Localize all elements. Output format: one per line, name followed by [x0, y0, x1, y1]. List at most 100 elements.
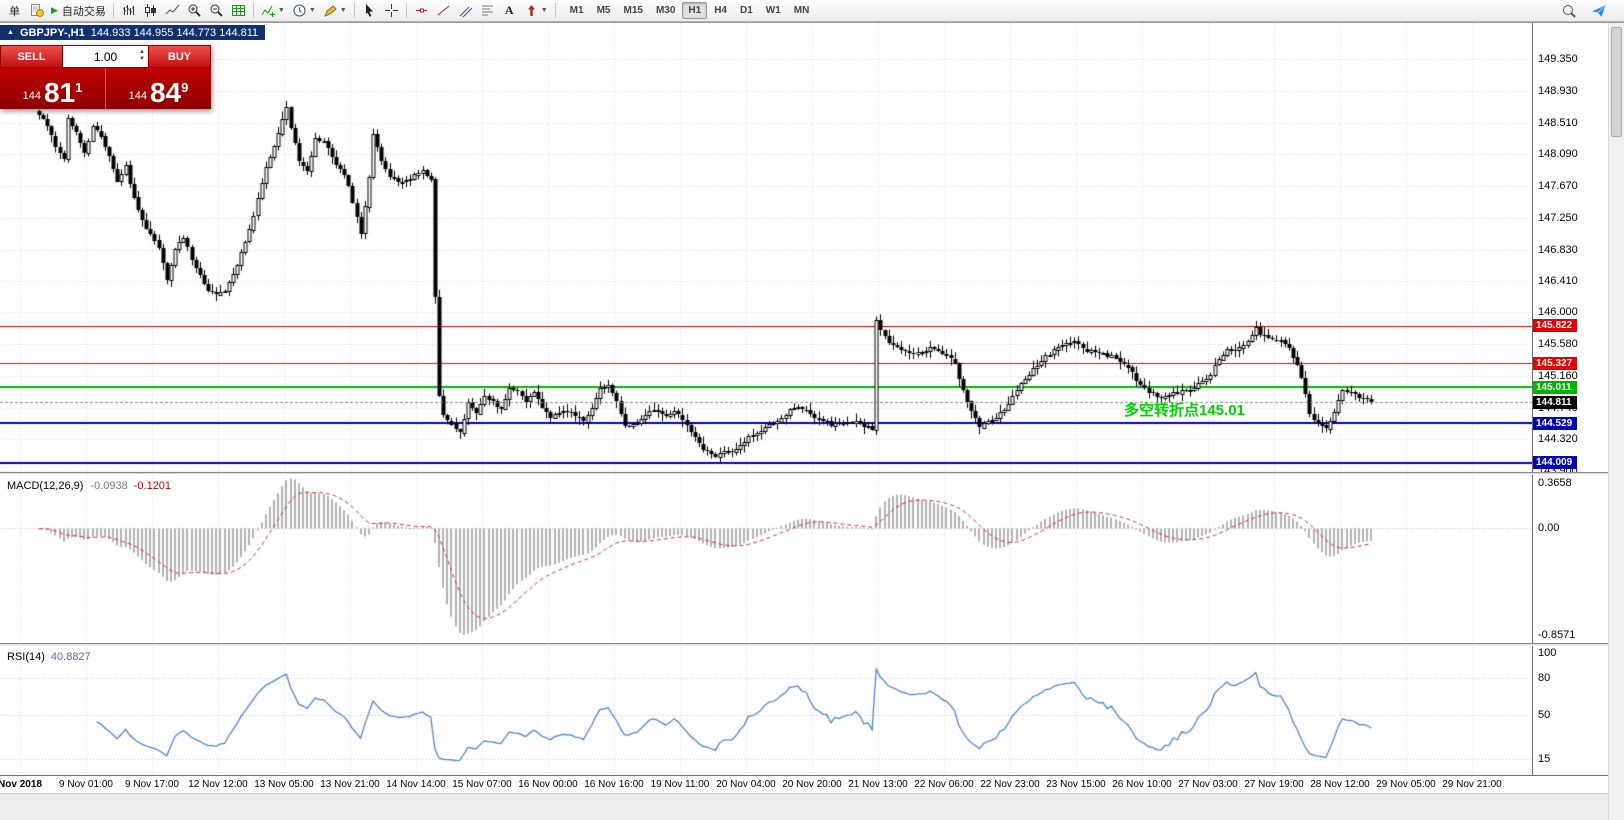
toolbar-separator: [353, 3, 355, 18]
toolbar-separator: [112, 3, 114, 18]
buy-price-main: 84: [149, 77, 182, 108]
buy-price-display[interactable]: 144 84 9: [106, 68, 211, 109]
channel-tool[interactable]: [455, 1, 476, 21]
time-axis-label: 19 Nov 11:00: [650, 779, 710, 790]
trendline-tool[interactable]: [433, 1, 454, 21]
zoom-out-button[interactable]: [206, 1, 227, 21]
auto-trading-button[interactable]: ▶ 自动交易: [48, 1, 109, 21]
rsi-panel-canvas[interactable]: [0, 646, 1532, 775]
time-axis-label: 29 Nov 21:00: [1442, 779, 1502, 790]
price-axis-tick: 147.670: [1538, 180, 1578, 192]
timeframe-m15[interactable]: M15: [623, 5, 643, 16]
toolbar-separator: [554, 3, 556, 18]
price-axis-tick: 145.160: [1538, 369, 1578, 382]
price-line-label: 145.822: [1533, 319, 1577, 333]
price-axis-tick: 144.320: [1538, 433, 1578, 446]
time-axis-label: 9 Nov 01:00: [59, 779, 113, 790]
window-triangle-icon: ▲: [7, 29, 14, 36]
zoom-in-button[interactable]: [184, 1, 205, 21]
vertical-scrollbar[interactable]: [1608, 23, 1624, 820]
sell-price-display[interactable]: 144 81 1: [0, 68, 106, 109]
buy-button[interactable]: BUY: [148, 45, 211, 68]
price-line-label: 144.009: [1533, 456, 1577, 470]
line-chart-button[interactable]: [162, 1, 183, 21]
sell-button[interactable]: SELL: [0, 45, 63, 68]
menu-label[interactable]: 单: [9, 5, 20, 18]
timeframe-w1[interactable]: W1: [765, 5, 781, 16]
time-axis-label: 22 Nov 06:00: [914, 779, 974, 790]
candlestick-chart-button[interactable]: [140, 1, 161, 21]
rsi-axis-tick: 80: [1538, 671, 1551, 684]
toolbar-separator: [252, 3, 254, 18]
spinner-up-icon[interactable]: ▲: [139, 49, 145, 55]
crosshair-icon: [384, 4, 398, 17]
macd-value-2: -0.1201: [133, 480, 172, 492]
volume-value: 1.00: [93, 49, 118, 64]
rsi-label: RSI(14): [7, 651, 45, 663]
timeframe-mn[interactable]: MN: [793, 5, 810, 16]
arrow-stamp-icon: [527, 5, 535, 16]
channel-icon: [459, 6, 473, 18]
macd-axis-tick: -0.8571: [1538, 629, 1576, 641]
horizontal-line-tool[interactable]: [411, 1, 432, 21]
tile-windows-icon: [231, 5, 245, 16]
price-chart-canvas[interactable]: [0, 23, 1532, 472]
fibonacci-icon: [481, 5, 493, 16]
timeframe-toolbar: M1 M5 M15 M30 H1 H4 D1 W1 MN: [564, 2, 816, 19]
chevron-down-icon: ▼: [339, 7, 347, 14]
panel-divider[interactable]: [0, 643, 1608, 646]
timeframe-m30[interactable]: M30: [655, 5, 676, 16]
price-axis-tick: 145.580: [1538, 338, 1578, 350]
price-axis-tick: 146.830: [1538, 243, 1578, 256]
search-button[interactable]: [1558, 1, 1580, 21]
price-axis[interactable]: 149.350 148.930 148.510 148.090 147.670 147.2…: [1532, 23, 1608, 793]
indicators-button[interactable]: ▼: [258, 1, 288, 21]
tile-windows-button[interactable]: [228, 1, 249, 21]
timeframe-h4[interactable]: H4: [714, 5, 727, 16]
bar-chart-icon: [122, 5, 134, 15]
templates-button[interactable]: ▼: [320, 1, 350, 21]
buy-price-pip: 9: [181, 80, 189, 95]
time-axis-label: 20 Nov 04:00: [716, 779, 776, 790]
text-tool[interactable]: A: [499, 1, 520, 21]
time-axis-label: 13 Nov 05:00: [254, 779, 314, 790]
one-click-trading-panel: SELL 1.00 ▲ ▼ BUY 144 81 1 144 84 9: [0, 45, 211, 109]
toolbar-separator: [405, 3, 407, 18]
time-axis-label: 23 Nov 15:00: [1046, 779, 1106, 790]
timeframe-d1[interactable]: D1: [739, 5, 753, 16]
timeframe-m5[interactable]: M5: [596, 5, 611, 16]
volume-input[interactable]: 1.00 ▲ ▼: [63, 45, 148, 68]
spinner-down-icon[interactable]: ▼: [139, 56, 145, 62]
volume-spinner[interactable]: ▲ ▼: [139, 49, 145, 62]
time-axis-label: 13 Nov 21:00: [320, 779, 380, 790]
scrollbar-thumb[interactable]: [1611, 27, 1622, 137]
cursor-button[interactable]: [359, 1, 380, 21]
periods-button[interactable]: ▼: [289, 1, 319, 21]
macd-header: MACD(12,26,9) -0.0938 -0.1201: [7, 480, 171, 492]
macd-panel-canvas[interactable]: [0, 475, 1532, 643]
time-axis-label: 26 Nov 10:00: [1112, 779, 1172, 790]
rsi-axis-tick: 50: [1538, 709, 1551, 722]
send-button[interactable]: [1588, 1, 1610, 21]
new-order-button[interactable]: [26, 1, 47, 21]
crosshair-button[interactable]: [381, 1, 402, 21]
time-axis-label: 20 Nov 20:00: [782, 779, 842, 790]
timeframe-m1[interactable]: M1: [569, 5, 584, 16]
panel-divider[interactable]: [0, 472, 1608, 475]
timeframe-h1[interactable]: H1: [682, 2, 708, 19]
bar-chart-button[interactable]: [118, 1, 139, 21]
new-order-icon: [31, 4, 44, 17]
price-line-label: 145.327: [1533, 356, 1577, 370]
time-axis[interactable]: Nov 2018 9 Nov 01:00 9 Nov 17:00 12 Nov 12:…: [0, 775, 1608, 793]
price-line-label: 145.011: [1533, 380, 1577, 394]
time-axis-label: 22 Nov 23:00: [980, 779, 1040, 790]
zoom-out-icon: [210, 4, 223, 17]
price-line-label: 144.811: [1533, 395, 1577, 409]
fibonacci-tool[interactable]: [477, 1, 498, 21]
chevron-down-icon: ▼: [277, 7, 285, 14]
chart-area[interactable]: ▲ GBPJPY-,H1 144.933 144.955 144.773 144…: [0, 22, 1624, 820]
time-axis-label: Nov 2018: [0, 779, 42, 790]
arrows-tool[interactable]: ▼: [521, 1, 551, 21]
price-axis-tick: 148.090: [1538, 148, 1578, 161]
price-axis-tick: 148.930: [1538, 84, 1578, 97]
